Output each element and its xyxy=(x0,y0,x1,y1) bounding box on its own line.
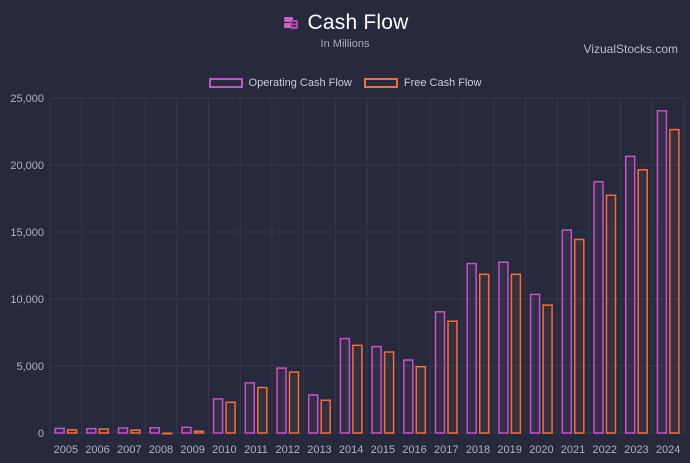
x-tick-label: 2015 xyxy=(371,444,395,456)
bar-free-cash-flow xyxy=(66,429,78,434)
bar-free-cash-flow xyxy=(478,273,490,434)
bar-operating-cash-flow xyxy=(561,229,573,434)
legend-swatch-free xyxy=(363,78,398,88)
bar-operating-cash-flow xyxy=(624,155,636,434)
bar-operating-cash-flow xyxy=(466,262,477,434)
bar-operating-cash-flow xyxy=(529,293,541,434)
bar-free-cash-flow xyxy=(193,430,205,434)
bar-free-cash-flow xyxy=(352,344,363,434)
bar-operating-cash-flow xyxy=(371,345,382,434)
bar-operating-cash-flow xyxy=(307,394,319,434)
bar-operating-cash-flow xyxy=(656,110,668,434)
bar-operating-cash-flow xyxy=(212,398,224,434)
x-tick-label: 2009 xyxy=(180,444,204,456)
x-tick-label: 2010 xyxy=(212,444,236,456)
x-tick-label: 2014 xyxy=(339,444,363,456)
bar-free-cash-flow xyxy=(383,351,395,434)
y-tick-label: 25,000 xyxy=(10,93,44,105)
x-tick-label: 2006 xyxy=(85,444,109,456)
money-stack-icon xyxy=(283,17,298,29)
x-tick-label: 2005 xyxy=(54,444,78,456)
bar-free-cash-flow xyxy=(320,399,331,434)
x-tick-label: 2016 xyxy=(402,444,426,456)
y-tick-label: 15,000 xyxy=(10,227,44,239)
x-tick-label: 2007 xyxy=(117,444,141,456)
x-tick-label: 2012 xyxy=(276,444,300,456)
chart-legend: Operating Cash Flow Free Cash Flow xyxy=(0,77,690,89)
bar-operating-cash-flow xyxy=(498,261,509,434)
chart-title: Cash Flow xyxy=(307,11,409,34)
bar-free-cash-flow xyxy=(130,429,141,434)
watermark: VizualStocks.com xyxy=(583,42,678,56)
x-tick-label: 2024 xyxy=(656,444,680,456)
bar-operating-cash-flow xyxy=(276,367,287,434)
x-tick-label: 2013 xyxy=(307,444,331,456)
x-tick-label: 2019 xyxy=(497,444,521,456)
legend-label-free: Free Cash Flow xyxy=(403,77,482,89)
x-tick-label: 2022 xyxy=(593,444,617,456)
bar-operating-cash-flow xyxy=(149,426,160,434)
bar-operating-cash-flow xyxy=(593,181,604,434)
legend-swatch-operating xyxy=(208,78,243,88)
bar-free-cash-flow xyxy=(225,401,236,434)
bar-free-cash-flow xyxy=(542,304,553,434)
x-tick-label: 2023 xyxy=(624,444,648,456)
x-tick-label: 2017 xyxy=(434,444,458,456)
bar-operating-cash-flow xyxy=(244,382,256,434)
bar-operating-cash-flow xyxy=(117,427,129,434)
bar-free-cash-flow xyxy=(98,428,110,434)
bar-operating-cash-flow xyxy=(339,337,351,434)
chart-title-row: Cash Flow xyxy=(0,8,690,38)
bar-free-cash-flow xyxy=(257,386,268,434)
bar-free-cash-flow xyxy=(415,366,427,434)
y-tick-label: 0 xyxy=(38,428,44,440)
bar-free-cash-flow xyxy=(447,320,458,434)
legend-label-operating: Operating Cash Flow xyxy=(248,77,352,89)
bar-free-cash-flow xyxy=(288,371,300,434)
bar-free-cash-flow xyxy=(669,128,680,434)
chart-subtitle: In Millions xyxy=(320,38,370,50)
legend-item-operating-cash-flow[interactable]: Operating Cash Flow xyxy=(208,77,352,89)
bar-operating-cash-flow xyxy=(86,427,97,434)
bar-free-cash-flow xyxy=(605,194,617,434)
bar-operating-cash-flow xyxy=(403,359,414,434)
x-tick-label: 2020 xyxy=(529,444,553,456)
y-tick-label: 5,000 xyxy=(16,361,44,373)
y-tick-label: 10,000 xyxy=(10,294,44,306)
bar-operating-cash-flow xyxy=(181,426,192,434)
x-tick-label: 2021 xyxy=(561,444,585,456)
x-tick-label: 2018 xyxy=(466,444,490,456)
bar-operating-cash-flow xyxy=(434,311,446,434)
x-tick-label: 2011 xyxy=(244,444,268,456)
x-tick-label: 2008 xyxy=(149,444,173,456)
bar-free-cash-flow xyxy=(637,169,648,434)
y-tick-label: 20,000 xyxy=(10,160,44,172)
bar-operating-cash-flow xyxy=(54,427,65,434)
bar-free-cash-flow xyxy=(510,273,522,434)
legend-item-free-cash-flow[interactable]: Free Cash Flow xyxy=(363,77,482,89)
bar-free-cash-flow xyxy=(574,238,585,434)
bar-free-cash-flow xyxy=(161,432,173,435)
